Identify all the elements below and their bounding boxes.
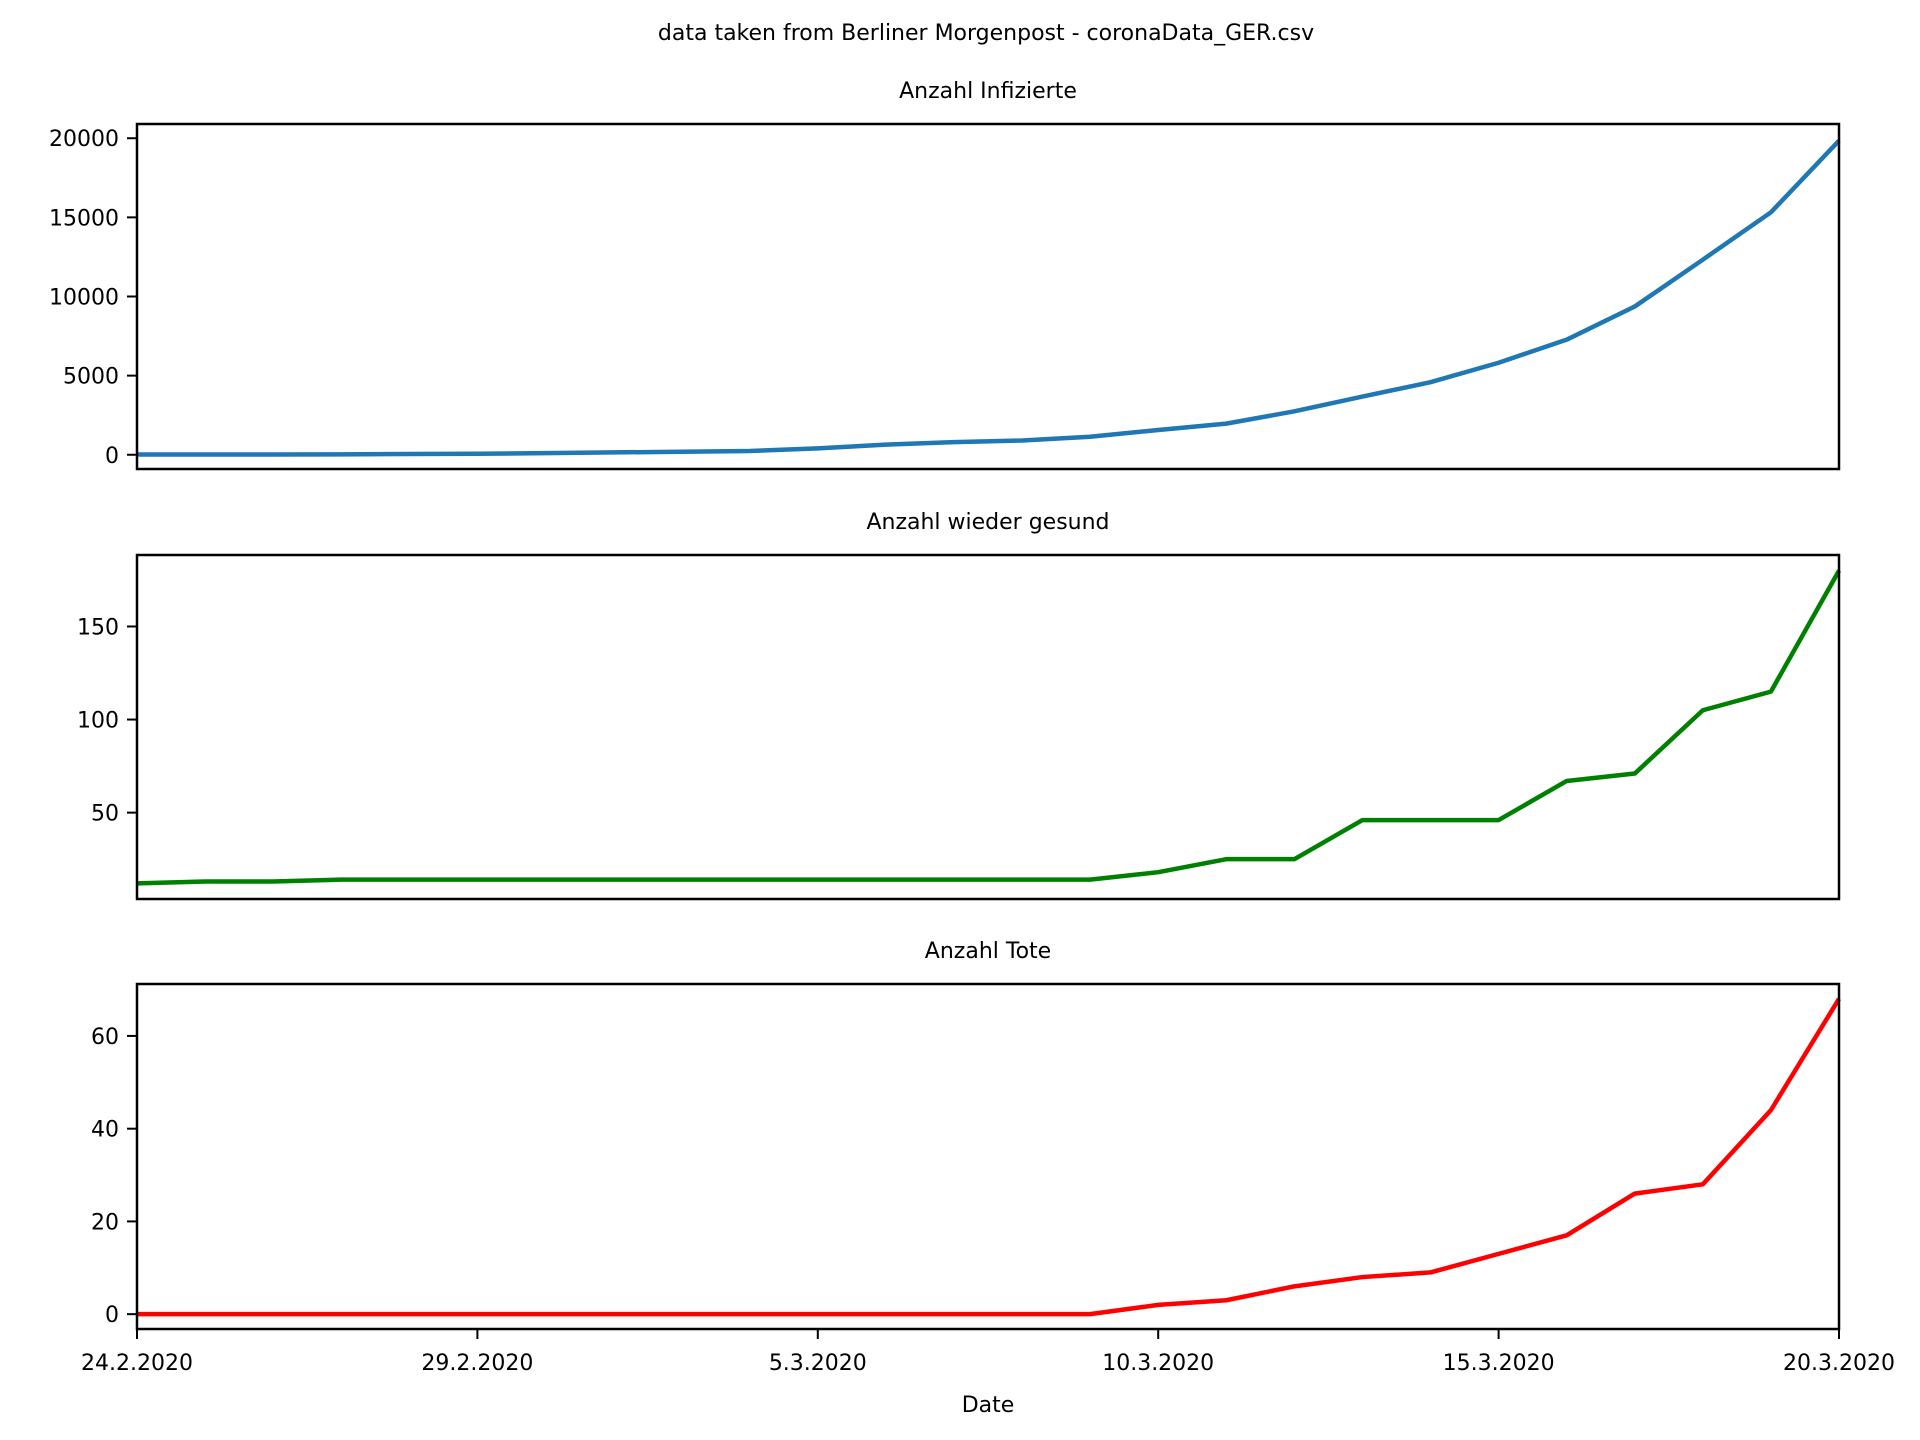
y-tick-label: 0 bbox=[105, 1303, 119, 1328]
series-line-1 bbox=[137, 997, 1841, 1317]
figure-suptitle: data taken from Berliner Morgenpost - co… bbox=[658, 21, 1314, 46]
x-tick-label: 15.3.2020 bbox=[1443, 1351, 1555, 1376]
subplot-title: Anzahl Infizierte bbox=[899, 79, 1077, 104]
y-tick-label: 5000 bbox=[63, 365, 119, 390]
series-line-1 bbox=[136, 139, 1841, 457]
y-tick-label: 100 bbox=[77, 709, 119, 734]
subplot-title: Anzahl Tote bbox=[925, 939, 1051, 964]
x-tick-label: 29.2.2020 bbox=[421, 1351, 533, 1376]
x-tick-label: 20.3.2020 bbox=[1783, 1351, 1895, 1376]
y-tick-label: 60 bbox=[91, 1025, 119, 1050]
series-line-1 bbox=[136, 569, 1841, 886]
subplot-1: Anzahl Infizierte 0 5000 10000 15000 20000 bbox=[49, 79, 1841, 471]
axes-frame bbox=[135, 122, 1841, 471]
x-tick-label: 24.2.2020 bbox=[81, 1351, 193, 1376]
axes-frame bbox=[135, 982, 1841, 1331]
subplot-3: Anzahl Tote 0 20 40 60 24.2.2020 29.2.2020 5.3.… bbox=[81, 939, 1895, 1418]
y-tick-label: 40 bbox=[91, 1118, 119, 1143]
x-axis-label: Date bbox=[962, 1393, 1015, 1418]
subplot-2: Anzahl wieder gesund 50 100 150 bbox=[77, 510, 1841, 901]
x-tick-label: 10.3.2020 bbox=[1102, 1351, 1214, 1376]
y-tick-label: 150 bbox=[77, 615, 119, 640]
x-tick-label: 5.3.2020 bbox=[769, 1351, 867, 1376]
y-tick-label: 20 bbox=[91, 1210, 119, 1235]
subplot-title: Anzahl wieder gesund bbox=[866, 510, 1109, 535]
y-tick-label: 50 bbox=[91, 802, 119, 827]
y-tick-label: 15000 bbox=[49, 206, 119, 231]
y-tick-label: 20000 bbox=[49, 127, 119, 152]
axes-frame bbox=[135, 553, 1841, 901]
subplots: Anzahl Infizierte05000100001500020000Anz… bbox=[49, 79, 1895, 1418]
y-tick-label: 10000 bbox=[49, 286, 119, 311]
y-tick-label: 0 bbox=[105, 444, 119, 469]
